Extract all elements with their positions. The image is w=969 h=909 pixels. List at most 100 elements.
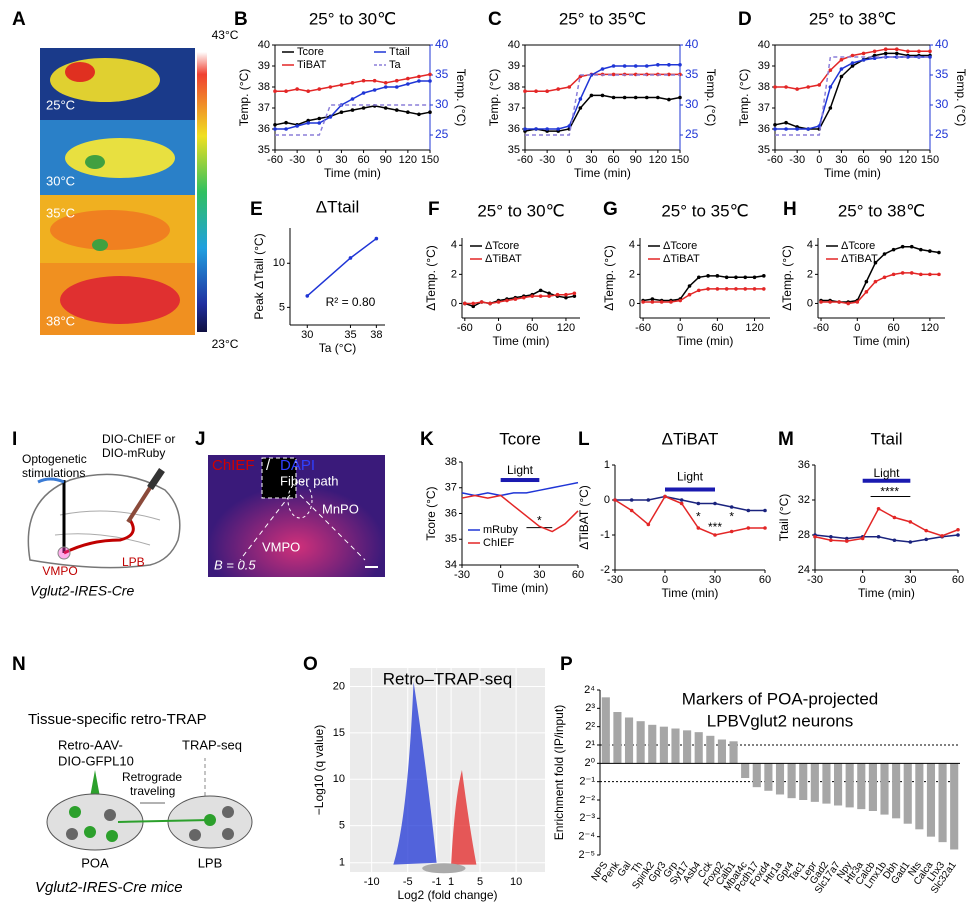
data-point bbox=[828, 68, 833, 72]
data-point bbox=[795, 127, 799, 131]
data-point bbox=[644, 95, 649, 100]
data-point bbox=[806, 127, 811, 131]
data-point bbox=[900, 271, 905, 275]
condition-label: 38°C bbox=[46, 313, 75, 328]
data-point bbox=[350, 97, 355, 101]
scale-min: 23°C bbox=[212, 337, 239, 351]
y2-tick-label: 40 bbox=[935, 37, 949, 51]
data-point bbox=[667, 63, 671, 67]
data-point bbox=[876, 534, 881, 539]
annotation: **** bbox=[880, 484, 899, 498]
data-point bbox=[284, 127, 288, 131]
x-axis-label: Time (min) bbox=[492, 581, 549, 595]
y-tick-label: 5 bbox=[339, 820, 345, 832]
data-point bbox=[394, 85, 399, 89]
y-tick-label: 0 bbox=[807, 297, 813, 309]
y-tick-label: 38 bbox=[445, 456, 457, 468]
data-point bbox=[428, 79, 432, 83]
y-tick-label: 20 bbox=[333, 680, 345, 692]
chart-subtitle: LPBVglut2 neurons bbox=[707, 711, 854, 730]
data-point bbox=[513, 297, 518, 301]
data-point bbox=[909, 244, 914, 249]
x-axis-label: Time (min) bbox=[662, 586, 719, 600]
data-point bbox=[417, 74, 421, 79]
data-point bbox=[839, 57, 844, 62]
data-point bbox=[784, 85, 788, 89]
data-point bbox=[894, 51, 899, 56]
x-tick-label: 0 bbox=[860, 574, 866, 586]
chart-title: 25° to 38℃ bbox=[809, 9, 896, 28]
y2-axis-label: Temp. (°C) bbox=[704, 69, 718, 126]
x-tick-label: 30 bbox=[533, 569, 545, 581]
data-point bbox=[678, 63, 682, 67]
data-point bbox=[555, 292, 560, 297]
data-point bbox=[556, 127, 561, 131]
y-tick-label: 2⁻³ bbox=[579, 812, 595, 824]
series-line bbox=[275, 104, 430, 136]
data-point bbox=[479, 300, 484, 304]
x-axis-label: Time (min) bbox=[574, 166, 631, 180]
bar bbox=[892, 763, 901, 819]
x-axis-label: Time (min) bbox=[493, 334, 550, 348]
data-point bbox=[547, 291, 551, 296]
y-tick-label: 1 bbox=[604, 459, 610, 471]
y2-tick-label: 25 bbox=[935, 127, 949, 141]
annotation: Light bbox=[507, 463, 534, 477]
panel-letter: P bbox=[560, 654, 573, 675]
x-tick-label: -30 bbox=[539, 154, 555, 166]
light-period bbox=[500, 478, 540, 483]
legend-label: Ta bbox=[389, 59, 402, 71]
bar bbox=[671, 728, 680, 764]
data-point bbox=[361, 91, 366, 95]
y2-tick-label: 40 bbox=[685, 37, 699, 51]
x-tick-label: 30 bbox=[335, 154, 347, 166]
x-tick-label: 60 bbox=[887, 322, 899, 334]
data-point bbox=[383, 85, 388, 89]
data-point bbox=[679, 498, 684, 502]
y-tick-label: 40 bbox=[258, 39, 270, 51]
data-point bbox=[784, 127, 788, 131]
data-point bbox=[697, 288, 701, 293]
light-period bbox=[665, 487, 715, 492]
bar bbox=[787, 763, 796, 799]
y-tick-label: 35 bbox=[445, 533, 457, 545]
y-tick-label: 37 bbox=[508, 102, 520, 114]
data-point bbox=[348, 256, 353, 260]
x-tick-label: -30 bbox=[289, 154, 305, 166]
y2-tick-label: 25 bbox=[435, 127, 449, 141]
y-axis-label: −Log10 (q value) bbox=[312, 725, 326, 815]
data-point bbox=[629, 498, 634, 502]
data-point bbox=[734, 287, 738, 291]
x-tick-label: -60 bbox=[767, 154, 783, 166]
series-line bbox=[821, 272, 939, 305]
optogenetics-diagram: Optogenetic stimulations DIO-ChIEF or DI… bbox=[22, 432, 181, 599]
bregma-label: B = 0.5 bbox=[214, 557, 256, 572]
data-point bbox=[361, 106, 366, 110]
x-tick-label: 120 bbox=[745, 322, 763, 334]
data-point bbox=[667, 97, 671, 102]
x-tick-label: 90 bbox=[880, 154, 892, 166]
series-line bbox=[814, 534, 959, 543]
data-point bbox=[372, 88, 377, 92]
data-point bbox=[940, 534, 944, 538]
y-tick-label: 2⁻⁴ bbox=[578, 831, 595, 843]
data-point bbox=[505, 298, 509, 303]
y-tick-label: 0 bbox=[451, 297, 457, 309]
x-tick-label: -60 bbox=[635, 322, 651, 334]
x-tick-label: 1 bbox=[448, 876, 454, 888]
x-tick-label: 30 bbox=[835, 154, 847, 166]
bar bbox=[868, 763, 877, 811]
y-axis-label: Temp. (°C) bbox=[237, 69, 251, 126]
mouse-label: Vglut2-IRES-Cre bbox=[30, 583, 134, 599]
bar bbox=[880, 763, 889, 815]
panel-letter: F bbox=[428, 199, 440, 220]
y-tick-label: 38 bbox=[508, 81, 520, 93]
x-tick-label: -60 bbox=[267, 154, 283, 166]
data-point bbox=[696, 526, 701, 530]
data-point bbox=[538, 294, 543, 298]
legend-label: TiBAT bbox=[297, 59, 327, 71]
y-tick-label: 24 bbox=[798, 564, 810, 576]
histology-image: ChIEF / DAPI Fiber path MnPO VMPO B = 0.… bbox=[208, 455, 385, 577]
data-point bbox=[339, 83, 344, 87]
data-point bbox=[663, 494, 667, 499]
